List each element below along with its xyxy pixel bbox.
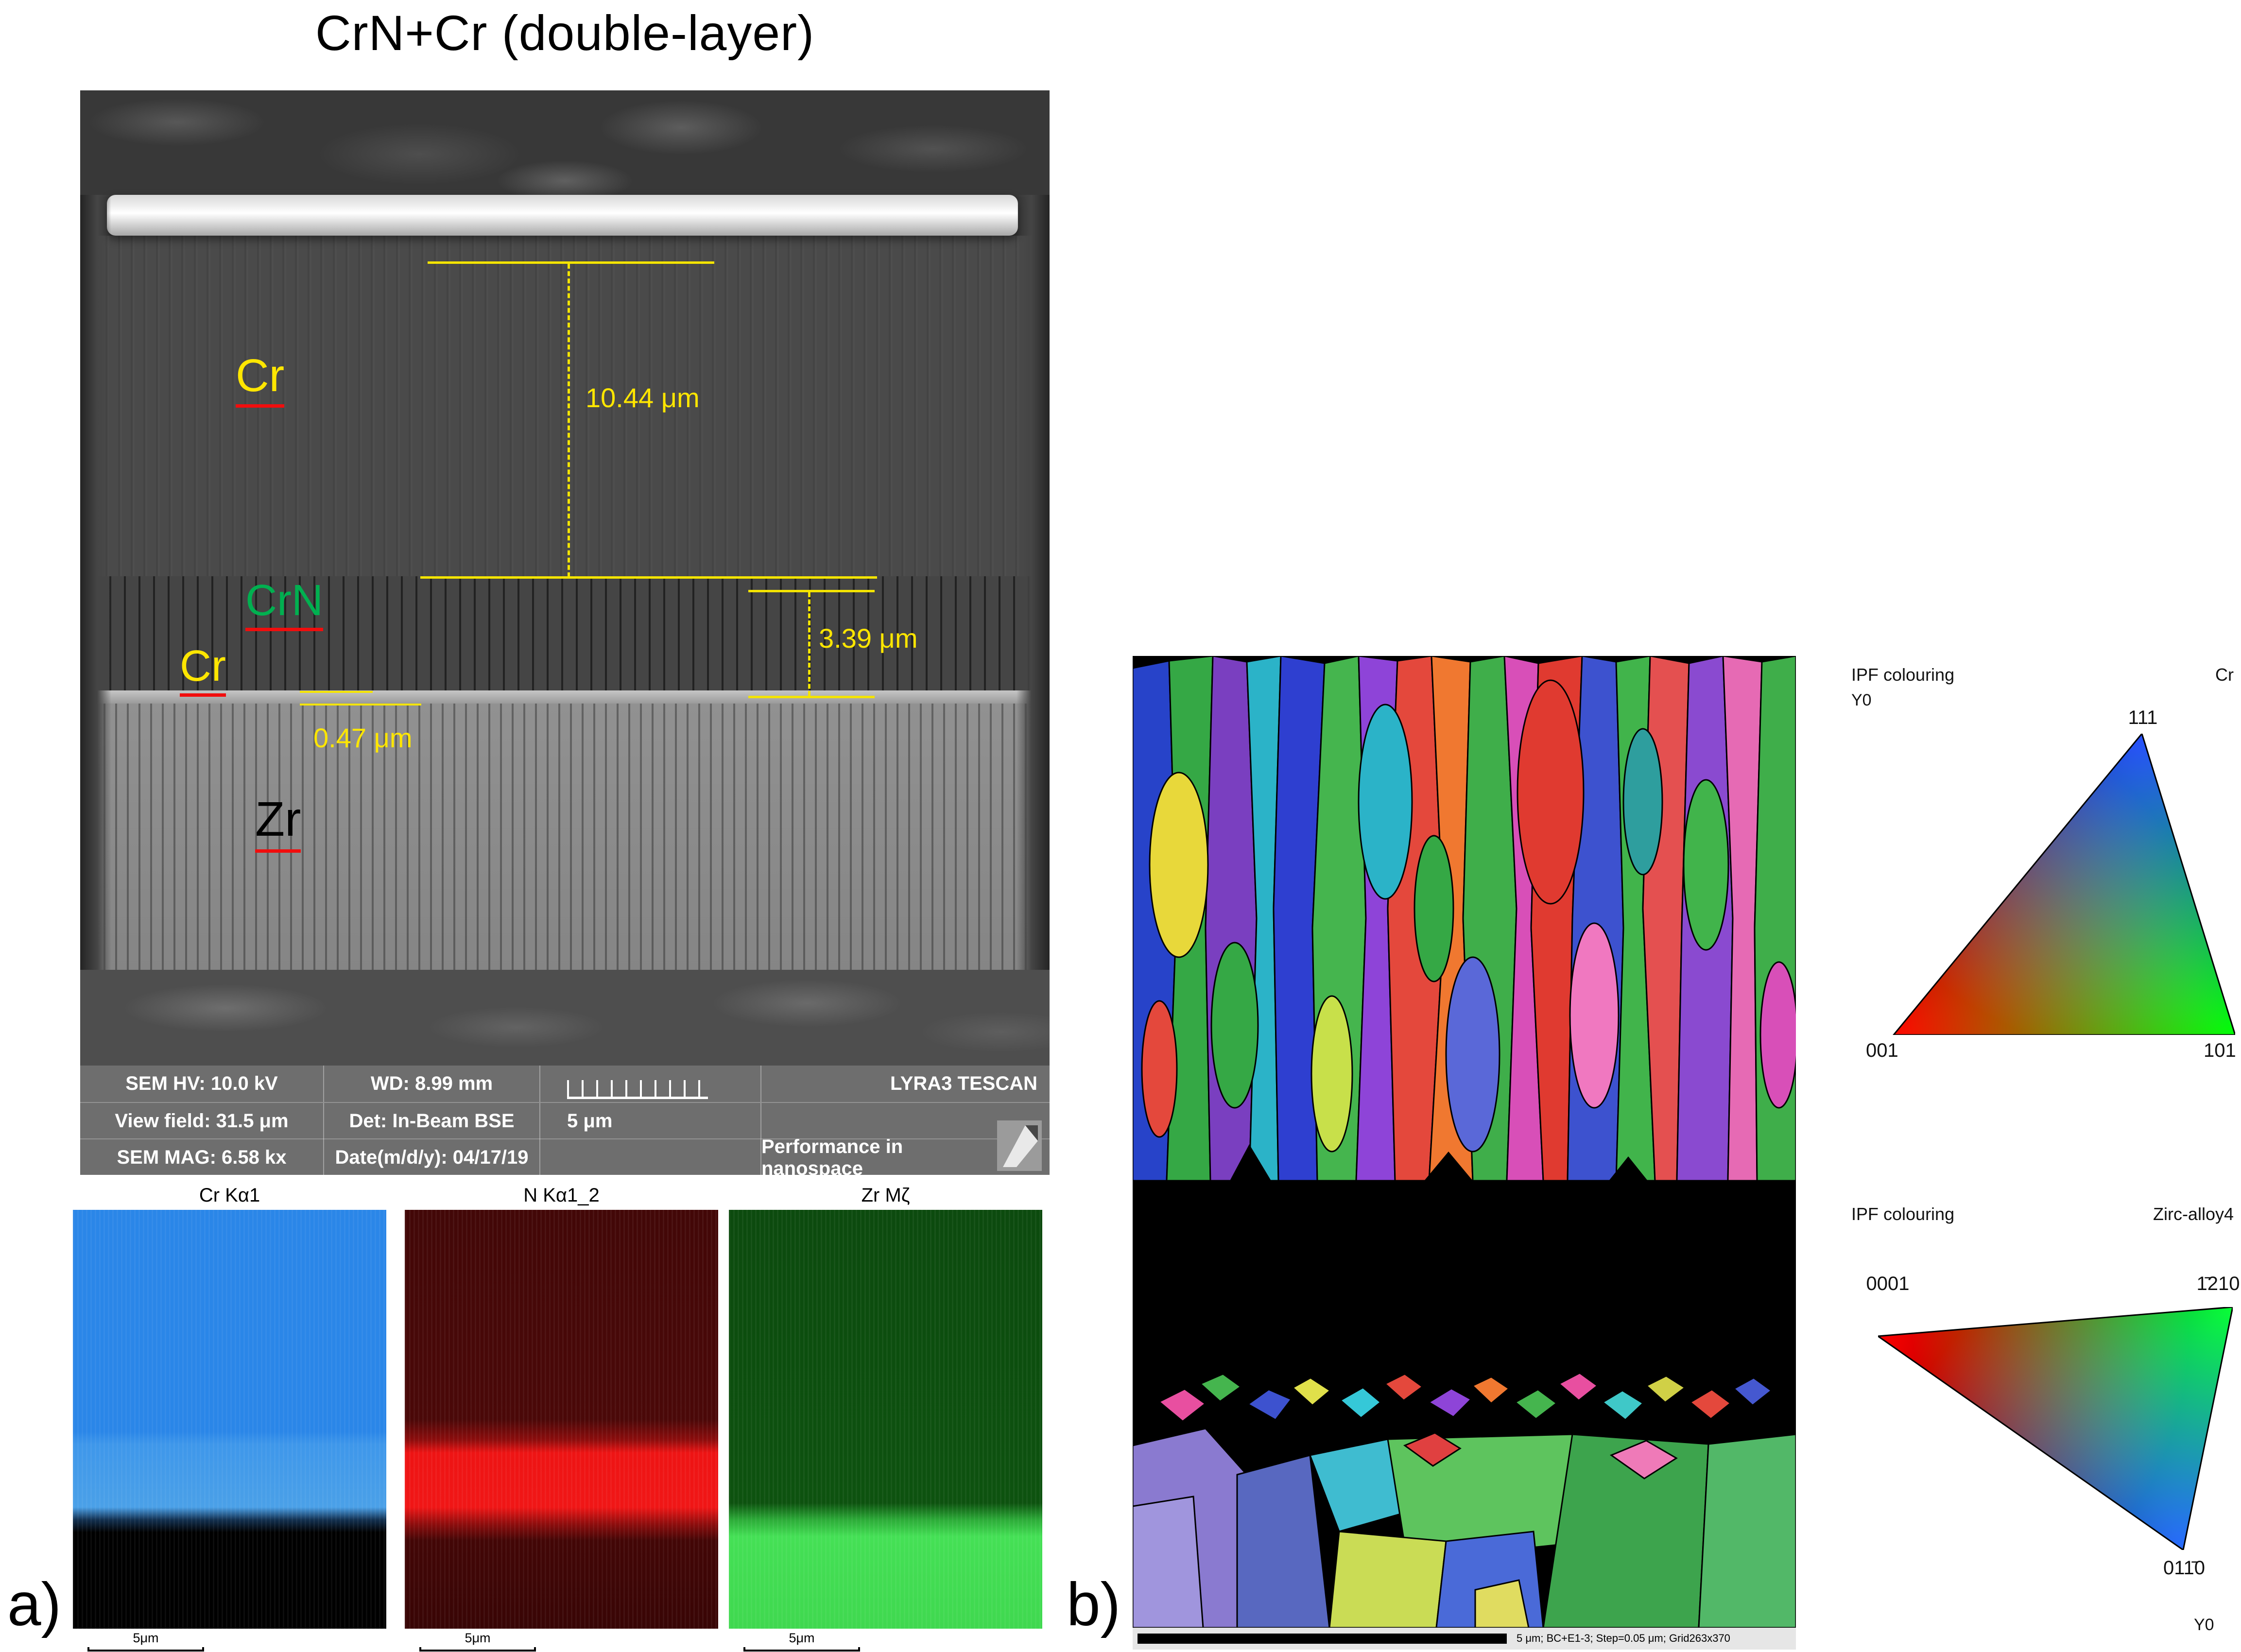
eds-map-n-image	[405, 1210, 718, 1629]
sem-trench-bottom	[80, 970, 1050, 1066]
info-view-field: View field: 31.5 μm	[115, 1110, 289, 1132]
ipf-legend-zr: IPF colouring Zirc-alloy4 0001 1̄210 011…	[1844, 1200, 2241, 1652]
eds-map-n-label: N Kα1_2	[523, 1185, 600, 1206]
info-brand: LYRA3 TESCAN	[760, 1066, 1050, 1102]
info-sem-mag: SEM MAG: 6.58 kx	[117, 1147, 287, 1168]
eds-map-cr-label: Cr Kα1	[199, 1185, 260, 1206]
info-wd: WD: 8.99 mm	[323, 1066, 539, 1102]
info-sem-hv: SEM HV: 10.0 kV	[125, 1073, 278, 1094]
eds-map-cr: Cr Kα1 5μm	[73, 1185, 386, 1652]
ipf-legend-zr-corner-0110: 011̄0	[2163, 1557, 2205, 1579]
eds-map-n-scale-label: 5μm	[465, 1631, 491, 1645]
label-cr-top-layer: Cr	[236, 350, 285, 408]
sem-surface-texture	[80, 90, 1050, 197]
sem-top-coating-band	[107, 195, 1018, 236]
info-tagline: Performance in nanospace	[760, 1136, 1050, 1175]
sem-cross-section-image: Cr CrN Cr Zr 10.44 μm 3.39 μm 0.47 μm SE…	[80, 90, 1050, 1175]
ipf-legend-cr-corner-101: 101	[2204, 1040, 2236, 1061]
measure-cr-top-line-upper	[428, 261, 714, 264]
ipf-triangle-zr-outline	[1878, 1307, 2233, 1550]
eds-map-zr-scale-label: 5μm	[789, 1631, 815, 1645]
ipf-legend-zr-title: IPF colouring	[1851, 1204, 1955, 1224]
measure-cr-interlayer-line-lower	[300, 704, 421, 706]
eds-map-zr: Zr Mζ 5μm	[729, 1185, 1042, 1652]
ipf-legend-zr-phase: Zirc-alloy4	[2153, 1204, 2234, 1224]
info-blank-cell-2	[539, 1139, 760, 1175]
measure-cr-top-dashed-line	[568, 264, 570, 577]
label-cr-top-layer-text: Cr	[236, 350, 285, 408]
ipf-legend-zr-corner-0001: 0001	[1866, 1273, 1910, 1294]
sem-cr-layer	[80, 236, 1050, 576]
eds-map-cr-scale-bar	[87, 1647, 204, 1652]
eds-map-zr-scale-bar	[743, 1647, 860, 1652]
sem-cr-interlayer	[80, 690, 1050, 704]
eds-map-cr-scale-label: 5μm	[133, 1631, 159, 1645]
sem-info-bar: SEM HV: 10.0 kV WD: 8.99 mm LYRA3 TESCAN…	[80, 1066, 1050, 1175]
info-scale-ruler-cell	[539, 1066, 760, 1102]
eds-map-zr-label: Zr Mζ	[861, 1185, 910, 1206]
label-cr-interlayer-text: Cr	[180, 642, 226, 697]
info-bar-row-1: SEM HV: 10.0 kV WD: 8.99 mm LYRA3 TESCAN	[80, 1066, 1050, 1102]
tescan-logo-icon	[997, 1120, 1042, 1171]
sem-zr-substrate	[80, 704, 1050, 970]
ebsd-montage: 5 μm; BC+E1-3; Step=0.05 μm; Grid263x370	[1133, 656, 1796, 1650]
ipf-legend-cr-phase: Cr	[2215, 665, 2234, 685]
measure-cr-top-value: 10.44 μm	[586, 382, 700, 413]
ebsd-scale-bar-text: 5 μm; BC+E1-3; Step=0.05 μm; Grid263x370	[1517, 1632, 1730, 1644]
info-blank-cell	[760, 1103, 1050, 1139]
label-zr-substrate-text: Zr	[255, 792, 301, 853]
sem-crn-layer	[80, 576, 1050, 690]
info-date: Date(m/d/y): 04/17/19	[323, 1139, 539, 1175]
ebsd-scale-bar	[1138, 1634, 1507, 1644]
panel-b-label: b)	[1067, 1571, 1121, 1638]
ipf-legend-cr-axis: Y0	[1851, 691, 1872, 709]
scale-ruler-icon	[567, 1080, 708, 1099]
ebsd-grain-map-zr	[1133, 1356, 1796, 1628]
label-zr-substrate: Zr	[255, 792, 301, 853]
ipf-legend-zr-corner-1210: 1̄210	[2196, 1273, 2240, 1294]
ipf-legend-cr-corner-111: 111	[2128, 707, 2158, 728]
figure-title: CrN+Cr (double-layer)	[315, 5, 815, 61]
label-crn-layer: CrN	[245, 576, 323, 631]
label-cr-interlayer: Cr	[180, 642, 226, 697]
ipf-legend-zr-axis: Y0	[2194, 1616, 2214, 1634]
ipf-triangle-cr-outline	[1893, 734, 2235, 1035]
measure-crn-line-lower	[748, 696, 875, 698]
eds-map-n-scale-bar	[419, 1647, 536, 1652]
sem-trench-wall-left	[80, 195, 111, 970]
ebsd-grain-map-cr	[1133, 656, 1796, 1181]
info-bar-row-2: View field: 31.5 μm Det: In-Beam BSE 5 μ…	[80, 1102, 1050, 1139]
measure-crn-value: 3.39 μm	[819, 623, 918, 654]
sem-trench-wall-right	[1017, 195, 1050, 970]
panel-a-label: a)	[7, 1571, 62, 1638]
measure-crn-dashed-line	[808, 592, 810, 696]
ipf-legend-cr-title: IPF colouring	[1851, 665, 1955, 685]
measure-cr-interlayer-value: 0.47 μm	[313, 723, 413, 753]
info-scale-label: 5 μm	[539, 1103, 760, 1139]
eds-map-n: N Kα1_2 5μm	[405, 1185, 718, 1652]
eds-map-cr-image	[73, 1210, 386, 1629]
ipf-legend-cr: IPF colouring Y0 Cr 111 001 101	[1844, 661, 2241, 1088]
label-crn-layer-text: CrN	[245, 576, 323, 631]
eds-map-zr-image	[729, 1210, 1042, 1629]
measure-cr-top-line-lower	[420, 576, 877, 579]
ebsd-scale-bar-strip: 5 μm; BC+E1-3; Step=0.05 μm; Grid263x370	[1133, 1628, 1796, 1650]
info-detector: Det: In-Beam BSE	[323, 1103, 539, 1139]
measure-cr-interlayer-line-upper	[300, 691, 373, 693]
ipf-legend-cr-corner-001: 001	[1866, 1040, 1898, 1061]
info-bar-row-3: SEM MAG: 6.58 kx Date(m/d/y): 04/17/19 P…	[80, 1136, 1050, 1175]
measure-crn-line-upper	[748, 590, 875, 592]
